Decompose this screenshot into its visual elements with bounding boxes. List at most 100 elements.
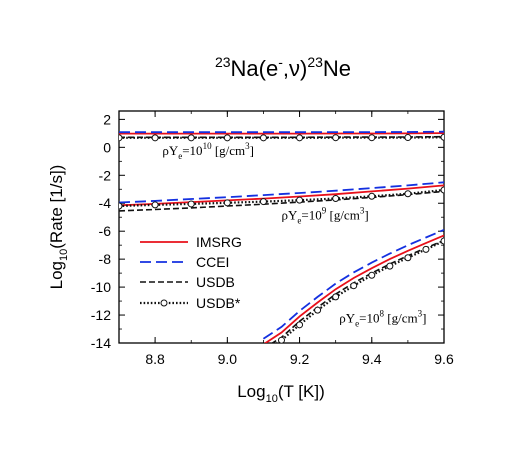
series-marker-usdb-star [332,293,340,301]
x-axis-label-sub: 10 [266,393,278,405]
series-marker-usdb-star [440,133,444,141]
density-label-part: ] [422,311,426,326]
series-line-imsrg-10e8 [263,234,444,343]
series-line-ccei-10e10 [119,130,444,134]
title-mass-number-1: 23 [215,54,231,70]
series-line-imsrg-10e9 [119,184,444,207]
density-label-part: =10 [359,311,379,326]
x-axis-label-log: Log [237,382,265,401]
series-marker-usdb-star [151,134,159,142]
x-axis-label-rest: (T [K]) [278,382,325,401]
x-tick-label: 8.8 [145,351,165,367]
series-marker-usdb-star [368,271,376,279]
series-line-imsrg-10e10 [119,132,444,135]
x-tick-label: 9.4 [362,351,382,367]
series-marker-usdb-star [404,134,412,142]
series-marker-usdb-star [440,237,444,245]
density-label-d8: ρYe=108 [g/cm3] [339,309,426,329]
series-marker-usdb-star [296,321,304,329]
series-line-usdb-star-10e9 [119,188,444,208]
series-marker-usdb-star [404,190,412,198]
density-label-part: 9 [322,205,327,215]
series-marker-usdb-star [440,186,444,194]
density-label-part: 3 [360,205,365,215]
density-label-part: [g/cm [384,311,418,326]
title-minus: - [278,54,283,70]
x-tick-label: 9.2 [290,351,310,367]
series-marker-usdb-star [386,262,394,270]
density-label-part: e [297,215,301,225]
title-mass-number-2: 23 [307,54,323,70]
series-marker-usdb-star [187,200,195,208]
series-marker-usdb-star [259,134,267,142]
y-tick-label: -14 [91,335,111,351]
y-axis: 2 0 -2 -4 -6 -8 -10 -12 -14 [91,111,444,351]
series-marker-usdb-star [332,134,340,142]
series-marker-usdb-star [350,282,358,290]
density-label-d9: ρYe=109 [g/cm3] [282,205,369,225]
series-marker-usdb-star [151,201,159,209]
series-line-ccei-10e9 [119,181,444,204]
density-label-d10: ρYe=1010 [g/cm3] [162,141,254,161]
legend-label: CCEI [196,254,229,270]
y-tick-label: -10 [91,279,111,295]
series-marker-usdb-star [314,306,322,314]
x-axis-label: Log10(T [K]) [237,382,325,405]
density-label-part: =10 [182,143,202,158]
density-label-part: [g/cm [212,143,246,158]
density-label-part: ρY [162,143,178,158]
series-marker-usdb-star [260,348,266,354]
density-annotations: ρYe=1010 [g/cm3]ρYe=109 [g/cm3]ρYe=108 [… [162,141,426,329]
series-marker-usdb-star [119,134,123,142]
x-axis: 8.8 9.0 9.2 9.4 9.6 [145,111,454,367]
y-axis-label: Log10(Rate [1/s]) [47,165,70,290]
y-tick-label: -6 [99,223,112,239]
legend-marker-usdb-star [160,299,168,307]
density-label-part: =10 [301,207,321,222]
series-line-usdb-star-10e10 [119,136,444,139]
legend: IMSRG CCEI USDB USDB* [140,234,242,311]
series-marker-usdb-star [422,245,430,253]
series-line-usdb-star-10e8 [274,240,444,343]
title-element-2: Ne [323,56,351,81]
series-marker-usdb-star [278,336,285,343]
series-layer [119,130,444,354]
series-marker-usdb-star [119,202,123,210]
x-tick-label: 9.6 [434,351,454,367]
density-label-part: ρY [339,311,355,326]
series-marker-usdb-star [404,254,412,262]
series-marker-usdb-star [223,134,231,142]
legend-label: USDB* [196,295,241,311]
y-tick-label: -12 [91,307,111,323]
y-axis-label-sub: 10 [58,249,70,261]
legend-label: USDB [196,274,235,290]
title-element-1: Na(e [231,56,279,81]
density-label-part: e [178,151,182,161]
y-tick-label: -4 [99,195,112,211]
chart-title: 23Na(e-,ν)23Ne [215,54,351,81]
series-marker-usdb-star [259,198,267,206]
series-marker-usdb-star [296,134,304,142]
series-marker-usdb-star [187,134,195,142]
series-line-ccei-10e8 [262,228,444,340]
density-label-part: 3 [245,141,250,151]
density-label-part: ] [364,207,368,222]
series-marker-usdb-star [332,194,340,202]
density-label-part: ρY [282,207,298,222]
density-label-part: e [355,319,359,329]
title-mid: ,ν) [283,56,307,81]
density-label-part: ] [250,143,254,158]
series-marker-usdb-star [223,199,231,207]
legend-label: IMSRG [196,234,242,250]
y-tick-label: 0 [103,139,111,155]
y-tick-label: 2 [103,111,111,127]
series-marker-usdb-star [368,134,376,142]
y-tick-label: -2 [99,167,112,183]
y-tick-label: -8 [99,251,112,267]
density-label-part: [g/cm [326,207,360,222]
density-label-part: 3 [418,309,423,319]
y-axis-label-log: Log [47,261,66,289]
density-label-part: 8 [380,309,385,319]
series-marker-usdb-star [368,192,376,200]
